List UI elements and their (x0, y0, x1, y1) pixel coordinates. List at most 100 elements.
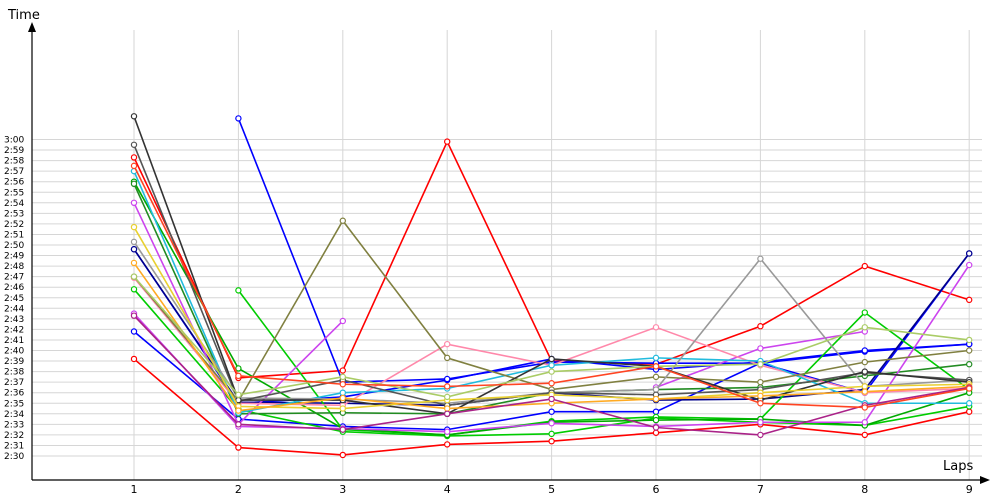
data-point (861, 404, 869, 411)
y-tick-label: 2:40 (4, 347, 24, 357)
data-point (757, 431, 764, 439)
series-lines (130, 113, 973, 459)
x-axis-arrow-icon (980, 476, 990, 484)
data-point (548, 395, 555, 403)
data-point (966, 347, 973, 354)
data-point (444, 375, 451, 383)
data-point (235, 365, 242, 372)
data-point (130, 286, 138, 293)
y-axis-label: Time (7, 8, 40, 23)
data-point (757, 378, 764, 386)
data-point (339, 426, 346, 433)
series-21 (130, 259, 973, 414)
y-tick-label: 2:31 (4, 441, 24, 451)
y-tick-label: 2:30 (4, 452, 24, 462)
data-point (444, 354, 451, 362)
data-point (339, 367, 346, 374)
y-tick-label: 2:34 (4, 410, 24, 420)
data-point (339, 317, 346, 325)
data-point (339, 394, 346, 402)
y-tick-label: 2:57 (4, 167, 24, 177)
y-tick-label: 2:48 (4, 262, 24, 272)
data-point (652, 429, 660, 436)
data-point (444, 405, 451, 412)
data-point (757, 323, 764, 330)
y-tick-label: 2:53 (4, 209, 24, 219)
data-point (339, 381, 346, 388)
data-point (130, 328, 138, 335)
data-point (861, 262, 869, 270)
y-tick-label: 2:36 (4, 389, 24, 399)
data-point (444, 138, 451, 145)
y-tick-label: 2:43 (4, 315, 24, 325)
y-tick-label: 2:39 (4, 357, 24, 367)
data-point (652, 354, 660, 362)
y-tick-label: 2:51 (4, 230, 24, 240)
data-point (861, 388, 869, 395)
data-point (235, 287, 242, 294)
data-point (757, 361, 764, 368)
y-tick-label: 2:42 (4, 325, 24, 335)
y-tick-label: 2:32 (4, 431, 24, 441)
data-point (757, 400, 764, 407)
x-tick-label: 2 (235, 483, 242, 496)
data-point (444, 428, 451, 435)
data-point (757, 345, 764, 352)
data-point (966, 361, 973, 368)
data-point (861, 347, 869, 354)
data-point (130, 154, 138, 161)
data-point (548, 408, 555, 415)
data-point (444, 441, 451, 448)
y-tick-labels: 2:302:312:322:332:342:352:362:372:382:39… (4, 136, 24, 463)
y-tick-label: 3:00 (4, 136, 24, 146)
data-point (130, 199, 138, 206)
y-tick-label: 2:58 (4, 157, 24, 167)
data-point (652, 324, 660, 331)
data-point (652, 395, 660, 403)
x-axis-label: Laps (943, 459, 973, 474)
data-point (235, 391, 242, 399)
data-point (966, 296, 973, 304)
data-point (548, 430, 555, 438)
data-point (130, 223, 138, 231)
x-tick-labels: 1 2 3 4 5 6 7 8 9 (131, 483, 973, 496)
data-point (235, 421, 242, 428)
y-tick-label: 2:41 (4, 336, 24, 346)
y-tick-label: 2:45 (4, 294, 24, 304)
data-point (861, 431, 869, 439)
y-tick-label: 2:38 (4, 368, 24, 378)
series-24 (130, 162, 973, 411)
data-point (861, 358, 869, 366)
data-point (130, 259, 138, 267)
y-tick-label: 2:56 (4, 178, 24, 188)
data-point (235, 407, 242, 414)
data-point (130, 238, 138, 246)
data-point (652, 408, 660, 415)
data-point (861, 368, 869, 375)
axes: Time Laps (7, 8, 990, 484)
x-tick-label: 1 (131, 483, 138, 496)
y-tick-label: 2:55 (4, 188, 24, 198)
data-point (966, 336, 973, 344)
data-point (652, 363, 660, 370)
data-point (548, 362, 555, 369)
y-axis-arrow-icon (28, 22, 36, 32)
data-point (444, 340, 451, 348)
y-tick-label: 2:59 (4, 146, 24, 156)
data-point (130, 162, 138, 170)
y-tick-label: 2:46 (4, 283, 24, 293)
series-23 (130, 312, 973, 439)
data-point (235, 444, 242, 451)
data-point (548, 380, 555, 387)
x-tick-label: 3 (339, 483, 346, 496)
y-tick-label: 2:54 (4, 199, 24, 209)
data-point (548, 368, 555, 375)
data-point (130, 141, 138, 148)
data-point (339, 451, 346, 459)
data-point (652, 416, 660, 424)
data-point (130, 113, 138, 120)
data-point (757, 255, 764, 262)
data-point (235, 372, 242, 380)
x-tick-label: 9 (966, 483, 973, 496)
